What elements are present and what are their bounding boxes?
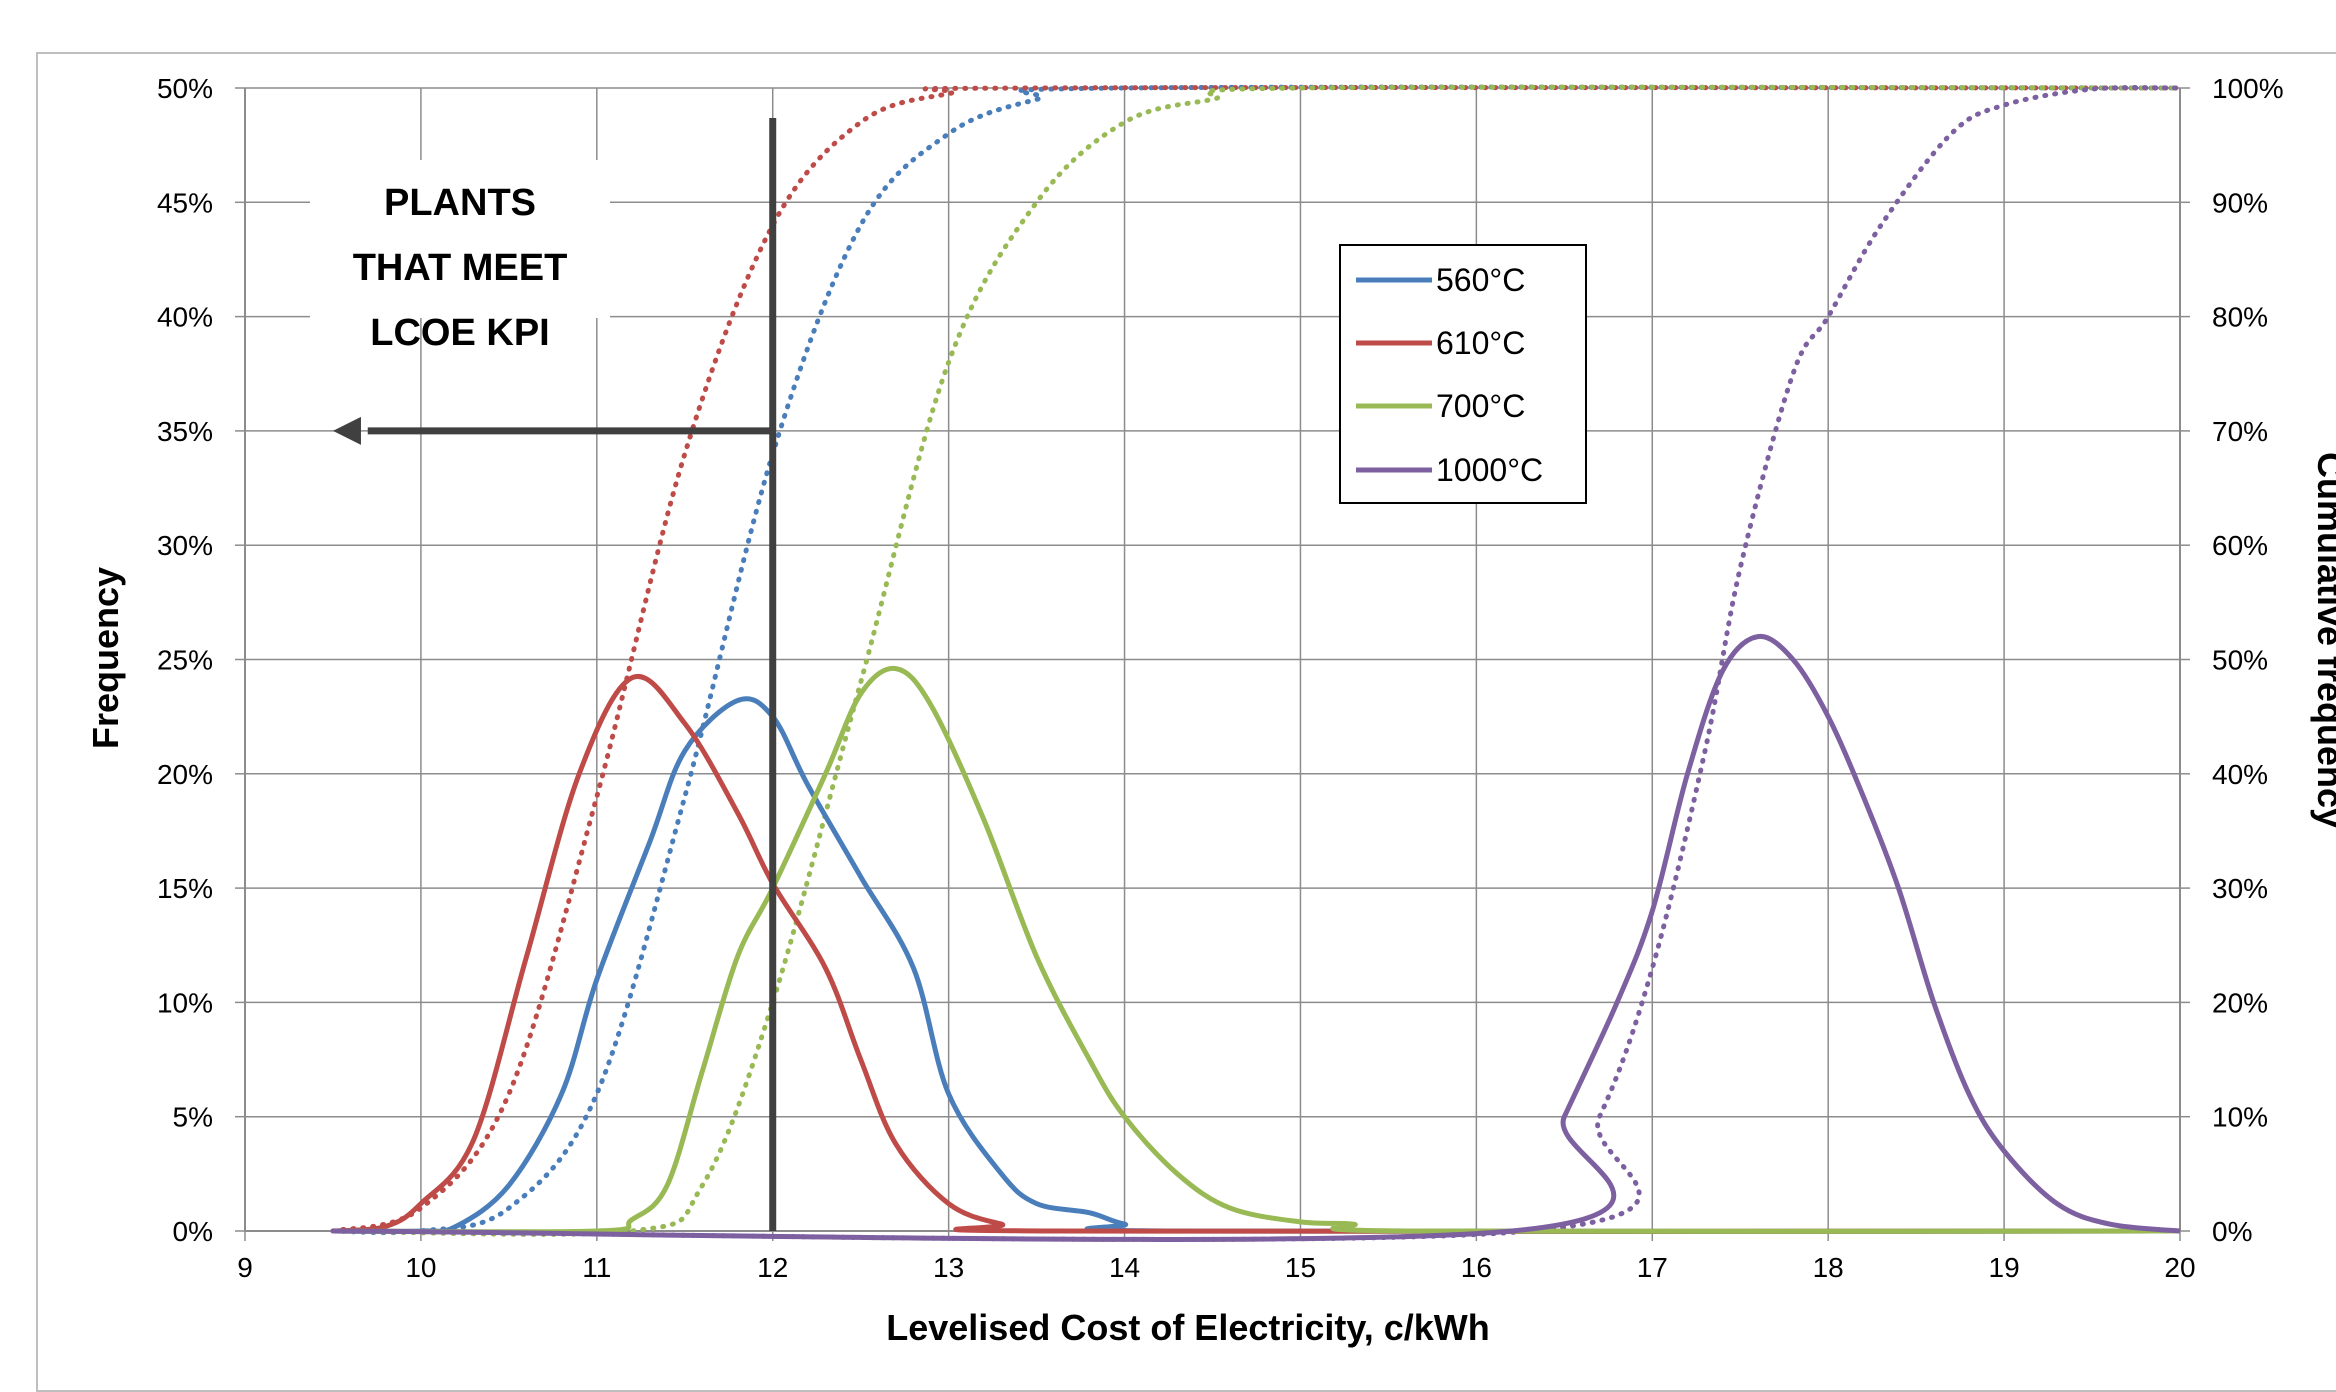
y2-axis-title: Cumulative frequency [2310, 452, 2336, 828]
y2-tick-label: 10% [2212, 1102, 2268, 1133]
x-tick-label: 14 [1109, 1252, 1140, 1283]
series-layer [330, 84, 2183, 1242]
y-tick-label: 50% [157, 73, 213, 104]
y2-tick-label: 70% [2212, 416, 2268, 447]
x-tick-label: 19 [1989, 1252, 2020, 1283]
kpi-arrow-head [332, 416, 361, 445]
frequency-line-700 [332, 665, 2181, 1235]
y-tick-label: 35% [157, 416, 213, 447]
x-tick-label: 16 [1461, 1252, 1492, 1283]
y2-tick-label: 50% [2212, 645, 2268, 676]
x-tick-label: 12 [757, 1252, 788, 1283]
cumulative-line-610 [330, 85, 2183, 1234]
y-tick-label: 45% [157, 187, 213, 218]
x-tick-label: 20 [2164, 1252, 2195, 1283]
frequency-line-1000 [332, 633, 2181, 1242]
x-tick-label: 9 [237, 1252, 253, 1283]
y2-tick-label: 40% [2212, 759, 2268, 790]
y2-tick-label: 80% [2212, 302, 2268, 333]
cumulative-line-700 [330, 84, 2183, 1237]
annotation-line-3: LCOE KPI [370, 312, 549, 354]
y2-tick-label: 100% [2212, 73, 2284, 104]
y-tick-label: 40% [157, 302, 213, 333]
annotation-line-1: PLANTS [384, 182, 536, 224]
y2-tick-label: 20% [2212, 987, 2268, 1018]
legend-label-1000: 1000°C [1436, 452, 1543, 488]
frequency-line-560 [332, 696, 2181, 1234]
y2-tick-label: 30% [2212, 873, 2268, 904]
y-tick-label: 30% [157, 530, 213, 561]
y-tick-label: 10% [157, 987, 213, 1018]
y-axis-title: Frequency [85, 567, 126, 749]
legend-item-610: 610°C [1356, 325, 1525, 361]
x-tick-label: 15 [1285, 1252, 1316, 1283]
x-tick-label: 11 [582, 1252, 611, 1283]
x-tick-label: 17 [1637, 1252, 1668, 1283]
y-tick-label: 20% [157, 759, 213, 790]
legend-item-560: 560°C [1356, 262, 1525, 298]
x-axis-title: Levelised Cost of Electricity, c/kWh [886, 1307, 1490, 1348]
y-tick-label: 15% [157, 873, 213, 904]
legend-label-700: 700°C [1436, 388, 1525, 424]
annotation-line-2: THAT MEET [353, 247, 568, 289]
x-tick-label: 13 [933, 1252, 964, 1283]
kpi-annotation: PLANTS THAT MEET LCOE KPI [310, 160, 610, 354]
y2-tick-label: 0% [2212, 1216, 2252, 1247]
legend-item-700: 700°C [1356, 388, 1525, 424]
y2-tick-label: 90% [2212, 187, 2268, 218]
y-tick-label: 0% [173, 1216, 213, 1247]
y-tick-label: 5% [173, 1102, 213, 1133]
legend-item-1000: 1000°C [1356, 452, 1543, 488]
legend-box [1339, 244, 1587, 504]
annotation-box [310, 160, 610, 318]
cumulative-line-1000 [330, 85, 2183, 1242]
x-tick-label: 18 [1813, 1252, 1844, 1283]
frequency-line-610 [332, 673, 2181, 1234]
x-tick-label: 10 [405, 1252, 436, 1283]
y2-tick-label: 60% [2212, 530, 2268, 561]
legend-label-610: 610°C [1436, 325, 1525, 361]
legend: 560°C 610°C 700°C 1000°C [1339, 244, 1587, 504]
legend-label-560: 560°C [1436, 262, 1525, 298]
y-tick-label: 25% [157, 645, 213, 676]
